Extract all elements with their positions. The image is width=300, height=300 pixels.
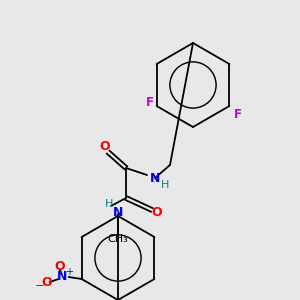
Text: O: O <box>100 140 110 154</box>
Text: F: F <box>146 97 154 110</box>
Text: N: N <box>150 172 160 184</box>
Text: H: H <box>105 199 113 209</box>
Text: O: O <box>152 206 162 220</box>
Text: −: − <box>35 278 45 292</box>
Text: H: H <box>161 180 169 190</box>
Text: F: F <box>234 107 242 121</box>
Text: +: + <box>64 267 73 277</box>
Text: CH₃: CH₃ <box>108 234 128 244</box>
Text: N: N <box>113 206 123 218</box>
Text: O: O <box>54 260 65 274</box>
Text: N: N <box>56 271 67 284</box>
Text: O: O <box>41 277 52 290</box>
